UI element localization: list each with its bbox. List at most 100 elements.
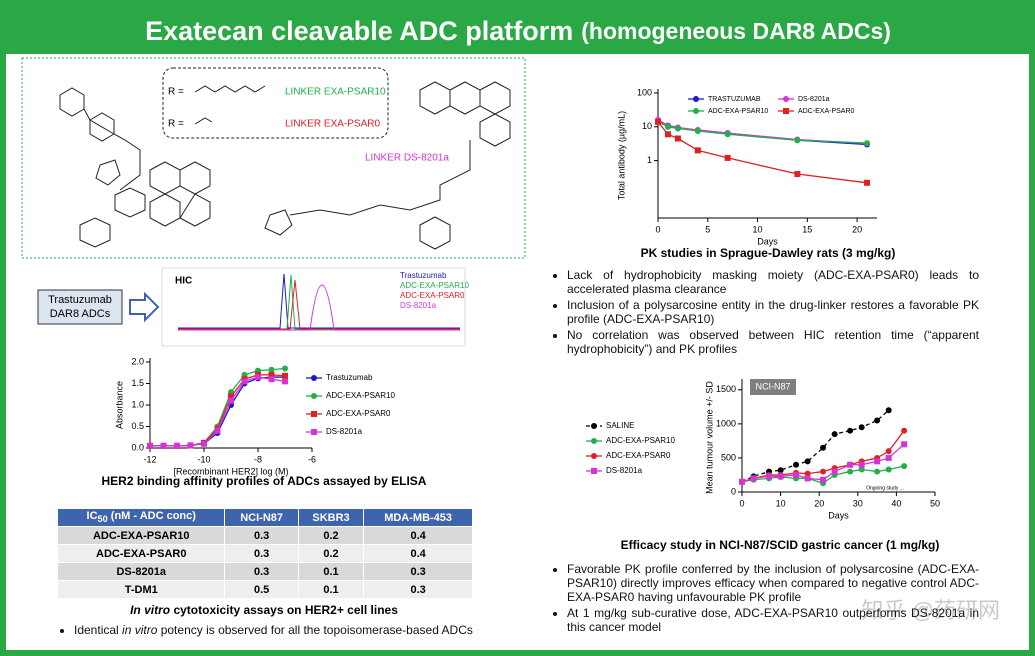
x-tick-label: 15 [802, 224, 812, 234]
bullet-block: Identical in vitro potency is observed f… [60, 623, 480, 639]
legend-label: DS-8201a [326, 427, 363, 436]
table-cell: ADC-EXA-PSAR10 [56, 526, 226, 545]
marker [858, 466, 865, 473]
marker [847, 468, 854, 475]
x-tick-label: -6 [308, 454, 316, 464]
marker [268, 366, 275, 373]
caption-italic: In vitro [130, 603, 170, 617]
legend-label: ADC-EXA-PSAR10 [326, 391, 395, 400]
series-line [657, 120, 868, 146]
marker [694, 128, 701, 135]
chem-frame [21, 57, 526, 259]
marker [655, 118, 661, 125]
legend-marker [783, 96, 789, 102]
bullet: At 1 mg/kg sub-curative dose, ADC-EXA-PS… [567, 606, 979, 634]
y-tick-label: 0.0 [131, 442, 144, 452]
marker [794, 137, 801, 144]
marker [724, 131, 731, 138]
marker [804, 470, 811, 477]
table-cell: DS-8201a [56, 562, 226, 581]
marker [268, 371, 275, 378]
table-cell: 0.5 [224, 580, 299, 599]
hic-label: HIC [175, 276, 192, 287]
table-row: T-DM1 0.5 0.1 0.3 [56, 580, 473, 599]
table-row: ADC-EXA-PSAR10 0.3 0.2 0.4 [56, 526, 473, 545]
bullet: Inclusion of a polysarcosine entity in t… [567, 298, 979, 326]
r-label: R = [168, 87, 184, 98]
x-tick-label: -12 [143, 454, 156, 464]
x-tick-label: 40 [891, 498, 901, 508]
marker [147, 442, 153, 449]
title-main: Exatecan cleavable ADC platform [145, 16, 573, 46]
marker [664, 123, 671, 130]
marker [874, 458, 881, 465]
marker [864, 140, 871, 147]
marker [160, 442, 167, 449]
table-cell: 0.3 [363, 580, 473, 599]
x-tick-label: 20 [814, 498, 824, 508]
y-tick-label: 500 [721, 452, 736, 462]
structure [59, 81, 511, 250]
marker [241, 378, 248, 385]
legend-marker [591, 453, 597, 459]
marker [794, 171, 801, 178]
series-line [741, 409, 890, 483]
legend-marker [311, 393, 317, 399]
marker [847, 461, 854, 468]
x-tick-label: 30 [853, 498, 863, 508]
marker [724, 154, 731, 161]
annotation: Ongoing study ... [866, 485, 904, 491]
marker [282, 365, 288, 372]
marker [847, 427, 854, 434]
y-tick-label: 1.0 [131, 399, 144, 409]
marker [228, 393, 234, 400]
series-line [657, 121, 868, 144]
hic-legend: ADC-EXA-PSAR10 [400, 281, 469, 290]
legend-label: ADC-EXA-PSAR0 [606, 451, 671, 460]
x-tick-label: 0 [655, 224, 660, 234]
legend-marker [693, 96, 699, 102]
legend-label: DS-8201a [606, 466, 643, 475]
legend-marker [311, 411, 317, 417]
hic-legend: ADC-EXA-PSAR0 [400, 291, 465, 300]
marker [885, 448, 892, 455]
hic-trace [178, 284, 460, 331]
marker [214, 427, 221, 434]
marker [831, 431, 838, 438]
marker [858, 424, 865, 431]
marker [282, 372, 288, 379]
marker [228, 397, 234, 404]
table-cell: 0.3 [363, 562, 473, 581]
linker-label: LINKER DS-8201a [365, 153, 449, 164]
r-box [162, 67, 389, 139]
bullet: Lack of hydrophobicity masking moiety (A… [567, 268, 979, 296]
x-tick-label: 50 [930, 498, 940, 508]
marker [901, 427, 908, 434]
marker [255, 374, 261, 381]
y-tick-label: 2.0 [131, 356, 144, 366]
adc-box [37, 289, 123, 325]
marker [174, 442, 180, 449]
legend-label: ADC-EXA-PSAR0 [326, 409, 391, 418]
legend-marker [591, 468, 597, 474]
hic-frame [161, 267, 466, 347]
table-body: ADC-EXA-PSAR10 0.3 0.2 0.4 ADC-EXA-PSAR0 0.3 0… [56, 526, 473, 599]
x-tick-label: -10 [197, 454, 210, 464]
bullet: Identical in vitro potency is observed f… [74, 623, 480, 637]
bullet-block: Lack of hydrophobicity masking moiety (A… [553, 268, 979, 358]
hic-trace [178, 279, 460, 330]
hic-trace [178, 273, 460, 329]
marker [820, 476, 827, 483]
chart-caption: PK studies in Sprague-Dawley rats (3 mg/… [641, 246, 896, 260]
y-tick-label: 1000 [716, 418, 736, 428]
marker [901, 463, 908, 470]
watermark: 知乎 @药研网 [862, 598, 1000, 623]
y-tick-label: 0.5 [131, 421, 144, 431]
linker-label: LINKER EXA-PSAR10 [285, 87, 386, 98]
marker [777, 473, 784, 480]
marker [820, 468, 827, 475]
caption-rest: cytotoxicity assays on HER2+ cell lines [170, 603, 398, 617]
marker [831, 468, 838, 475]
table-cell: 0.3 [224, 544, 299, 563]
marker [664, 131, 671, 138]
